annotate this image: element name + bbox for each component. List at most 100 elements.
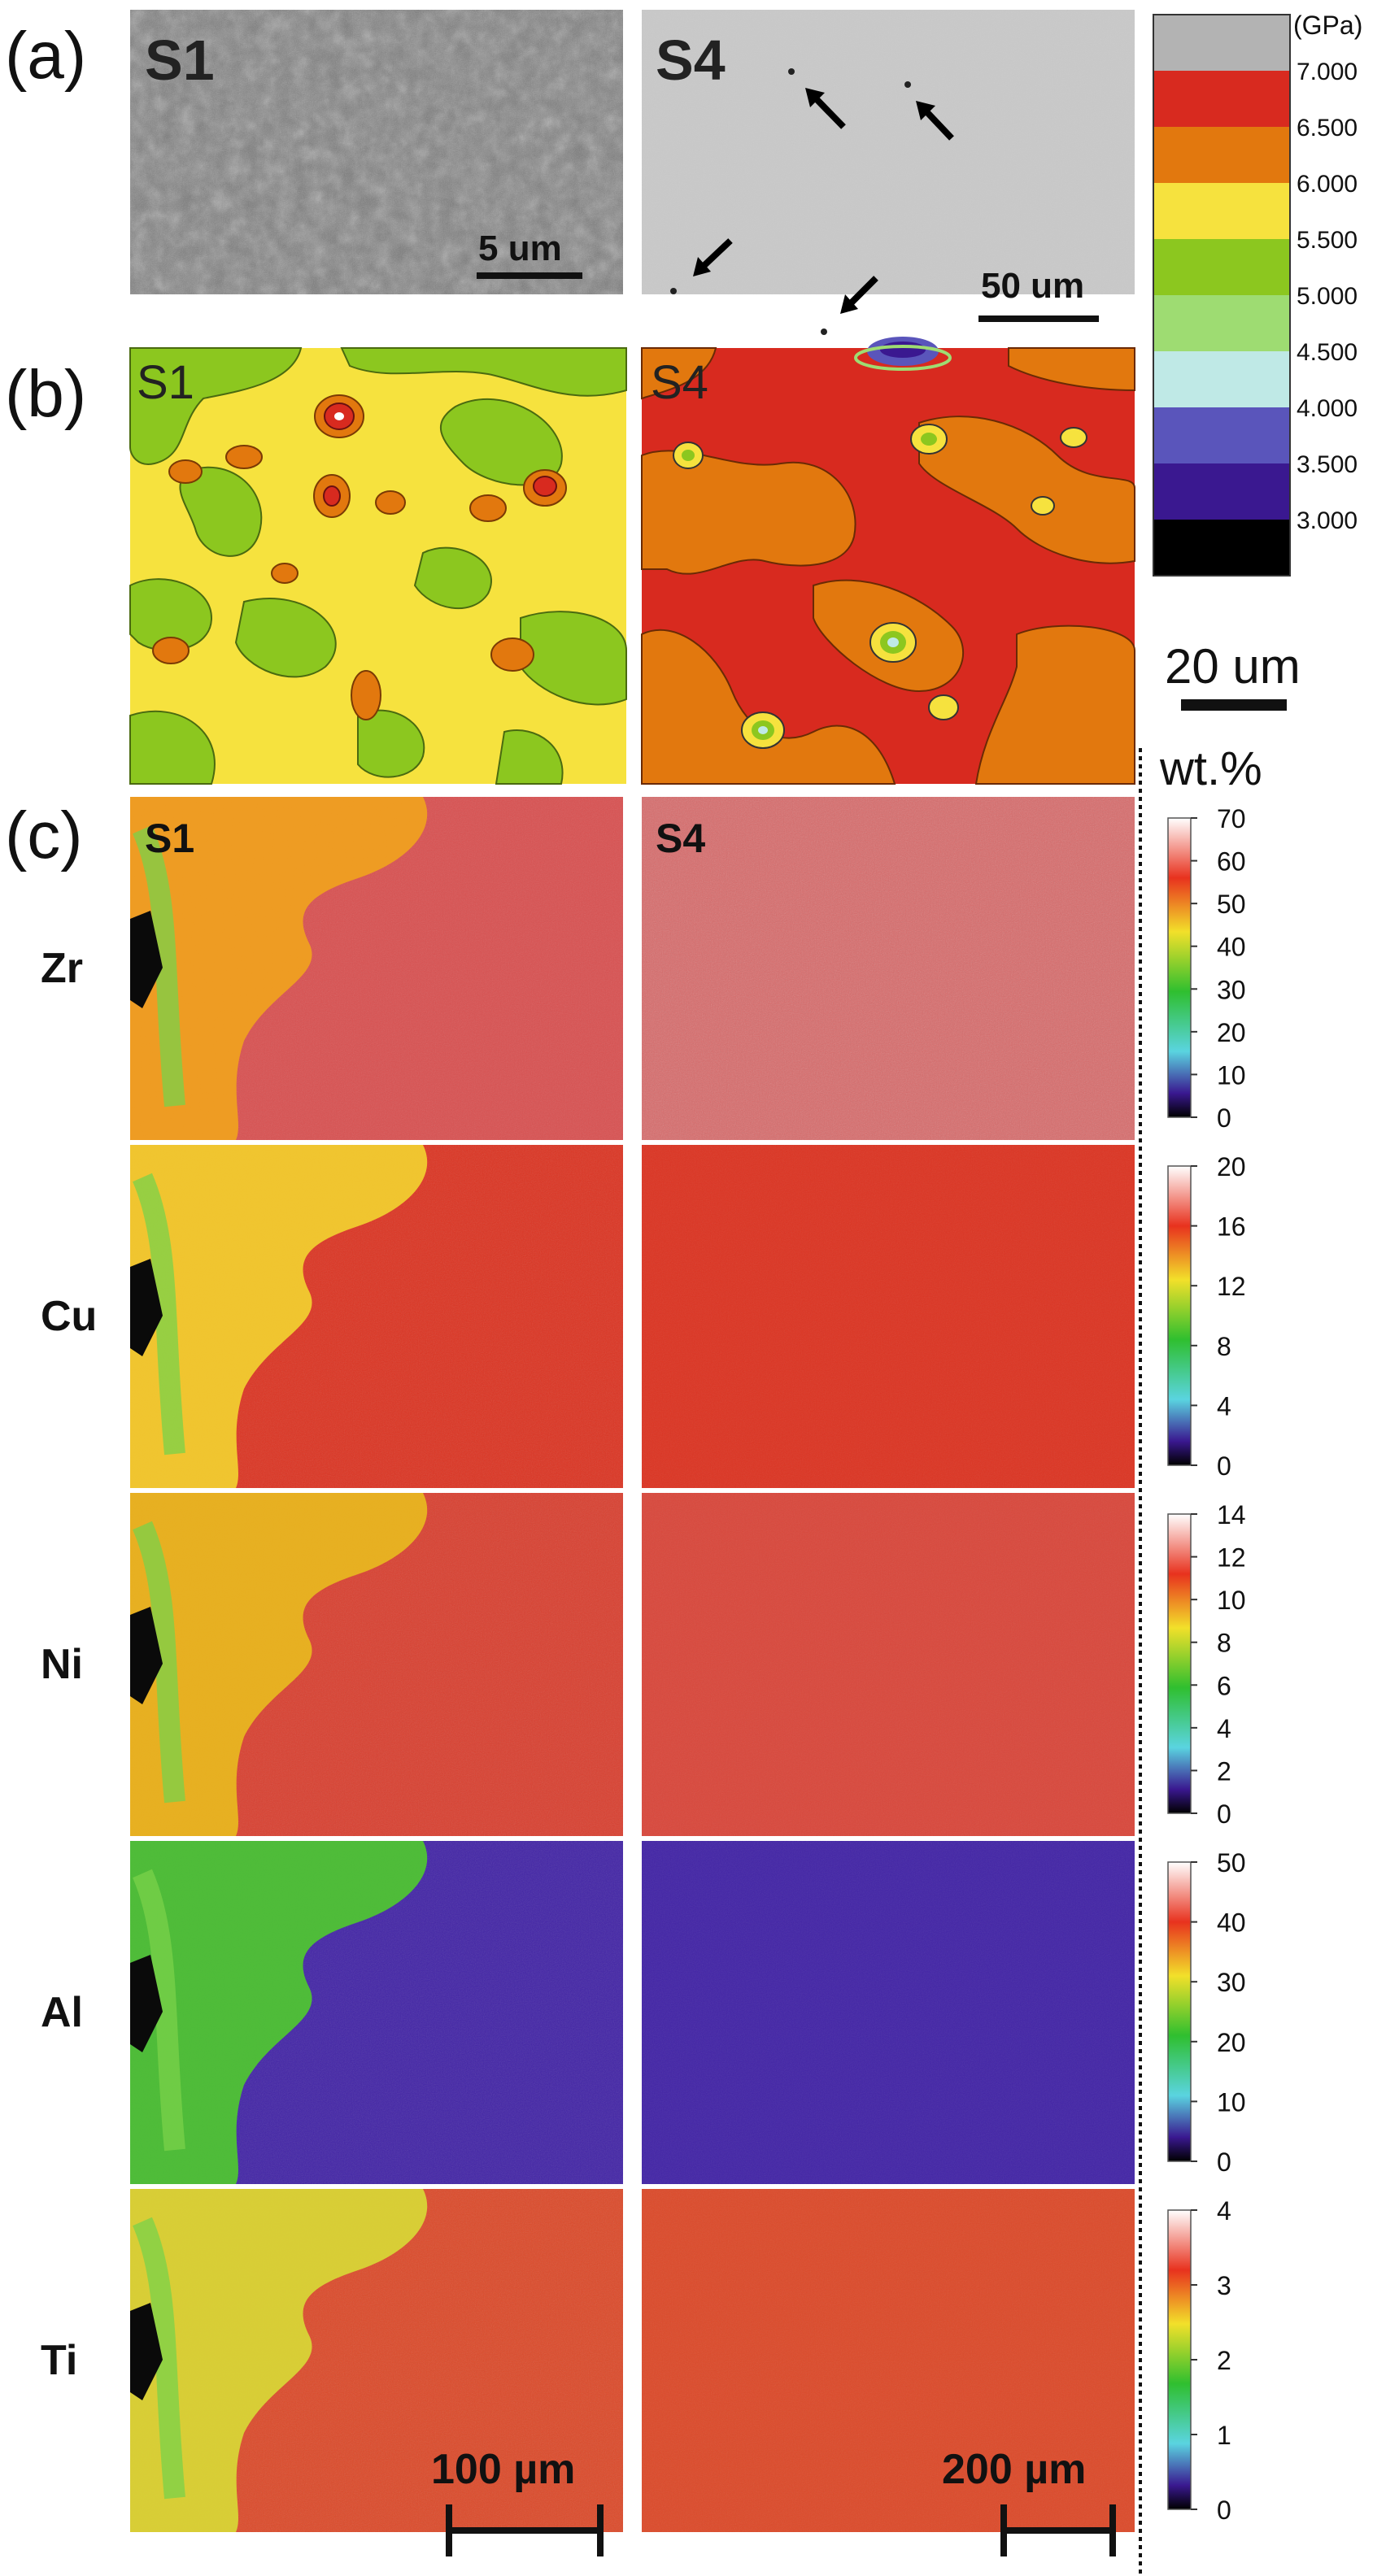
colorbar-tick-label: 12 (1217, 1543, 1246, 1573)
hardness-unit: (GPa) (1293, 11, 1362, 40)
colorbar-swatch (1153, 407, 1290, 464)
colorbar-tick-label: 0 (1217, 2496, 1231, 2525)
composition-row-al: Al (41, 1841, 1135, 2184)
colorbar-swatch (1153, 127, 1290, 184)
colorbar-tick-label: 3 (1217, 2271, 1231, 2300)
colorbar-ti: 4 3 2 1 0 (1167, 2196, 1231, 2525)
scale-bar-c-s4 (1000, 2504, 1116, 2556)
composition-maps: Zr Cu Ni Al Ti (41, 797, 1135, 2532)
hardness-level-label: 5.500 (1297, 227, 1358, 254)
pore-markers (670, 68, 911, 335)
colorbar-al: 50 40 30 20 10 0 (1167, 1848, 1246, 2177)
colorbar-tick-label: 40 (1217, 1908, 1246, 1938)
void-region (130, 2303, 163, 2400)
colorbar-tick-label: 10 (1217, 1586, 1246, 1615)
hardness-scale-bar-label: 20 um (1165, 639, 1301, 694)
sample-label: S1 (145, 28, 215, 92)
composition-row-ti: Ti (41, 2189, 1135, 2532)
element-label-ti: Ti (41, 2337, 77, 2384)
micrograph-a-s4: S4 50 um (642, 10, 1135, 335)
hardness-scale-bar (1181, 699, 1287, 711)
colorbar-tick-label: 16 (1217, 1212, 1246, 1242)
colorbar-swatch (1153, 239, 1290, 296)
void-region (130, 1607, 163, 1704)
hardness-level-label: 3.500 (1297, 451, 1358, 478)
panel-label-c: (c) (5, 798, 83, 872)
colorbar-tick-label: 30 (1217, 975, 1246, 1004)
colorbar-tick-label: 40 (1217, 933, 1246, 962)
arrow-icons (693, 88, 954, 314)
colorbar-tick-label: 4 (1217, 1391, 1231, 1421)
sample-label-c-s1: S1 (145, 816, 194, 861)
panel-label-a: (a) (5, 19, 86, 93)
element-label-ni: Ni (41, 1641, 83, 1688)
panel-label-b: (b) (5, 357, 86, 431)
scale-bar-label-c-s1: 100 µm (431, 2446, 575, 2493)
sample-label: S4 (656, 28, 726, 92)
element-label-zr: Zr (41, 945, 83, 992)
hardness-colorbar-labels: 7.000 6.500 6.000 5.500 5.000 4.500 4.000 3.500… (1297, 59, 1358, 534)
sample-label: S1 (137, 356, 194, 409)
colorbar-swatch (1153, 71, 1290, 128)
scale-bar (477, 272, 582, 279)
hardness-map-s4: S4 (641, 337, 1135, 785)
colorbar-tick-label: 0 (1217, 1799, 1231, 1829)
element-label-cu: Cu (41, 1293, 97, 1340)
void-region (130, 911, 163, 1008)
scale-bar-label-c-s4: 200 µm (942, 2446, 1086, 2493)
hardness-level-label: 6.500 (1297, 115, 1358, 141)
scale-bar-label: 50 um (981, 266, 1084, 306)
colorbar-tick-label: 20 (1217, 1018, 1246, 1047)
colorbar-tick-label: 6 (1217, 1671, 1231, 1700)
colorbar-tick-label: 70 (1217, 804, 1246, 833)
sample-label: S4 (651, 356, 708, 409)
hardness-level-label: 4.000 (1297, 395, 1358, 422)
colorbar-tick-label: 14 (1217, 1500, 1246, 1530)
colorbar-swatch (1153, 295, 1290, 352)
scale-bar (978, 315, 1099, 322)
colorbar-tick-label: 0 (1217, 1103, 1231, 1133)
colorbar-swatch (1153, 15, 1290, 72)
composition-row-ni: Ni (41, 1493, 1135, 1836)
colorbar-tick-label: 0 (1217, 1451, 1231, 1481)
void-region (130, 1259, 163, 1356)
colorbar-swatch (1153, 351, 1290, 408)
hardness-hotspots (673, 337, 1087, 749)
micrograph-a-s1: S1 5 um (130, 10, 623, 294)
colorbar-tick-label: 10 (1217, 2087, 1246, 2117)
colorbar-swatch (1153, 183, 1290, 240)
hardness-level-label: 4.500 (1297, 339, 1358, 366)
colorbar-tick-label: 8 (1217, 1332, 1231, 1361)
colorbar-tick-label: 4 (1217, 2196, 1231, 2226)
colorbar-cu: 20 16 12 8 4 0 (1167, 1152, 1246, 1481)
hardness-colorbar (1153, 14, 1291, 577)
colorbar-zr: 70 60 50 40 30 20 10 0 (1167, 804, 1246, 1133)
colorbar-tick-label: 2 (1217, 1756, 1231, 1786)
colorbar-tick-label: 1 (1217, 2421, 1231, 2450)
colorbar-tick-label: 50 (1217, 1848, 1246, 1878)
element-label-al: Al (41, 1989, 83, 2036)
colorbar-tick-label: 4 (1217, 1714, 1231, 1743)
colorbar-tick-label: 30 (1217, 1968, 1246, 1997)
colorbar-tick-label: 50 (1217, 890, 1246, 919)
sample-label-c-s4: S4 (656, 816, 705, 861)
hardness-level-label: 7.000 (1297, 59, 1358, 85)
hardness-level-label: 6.000 (1297, 171, 1358, 198)
void-region (130, 1955, 163, 2052)
colorbar-tick-label: 8 (1217, 1629, 1231, 1658)
composition-unit: wt.% (1159, 742, 1262, 795)
colorbar-tick-label: 2 (1217, 2346, 1231, 2375)
scale-bar-c-s1 (446, 2504, 604, 2556)
colorbar-ni: 14 12 10 8 6 4 2 0 (1167, 1500, 1246, 1829)
colorbar-swatch (1153, 463, 1290, 520)
colorbar-tick-label: 10 (1217, 1060, 1246, 1090)
colorbar-tick-label: 20 (1217, 1152, 1246, 1181)
hardness-level-label: 5.000 (1297, 283, 1358, 310)
hardness-map-s1: S1 (129, 347, 627, 785)
composition-row-cu: Cu (41, 1145, 1135, 1488)
colorbar-tick-label: 20 (1217, 2028, 1246, 2057)
composition-colorbars: 7060504030201002016128401412108642050403… (1167, 804, 1246, 2525)
composition-row-zr: Zr (41, 797, 1135, 1140)
colorbar-tick-label: 60 (1217, 847, 1246, 877)
